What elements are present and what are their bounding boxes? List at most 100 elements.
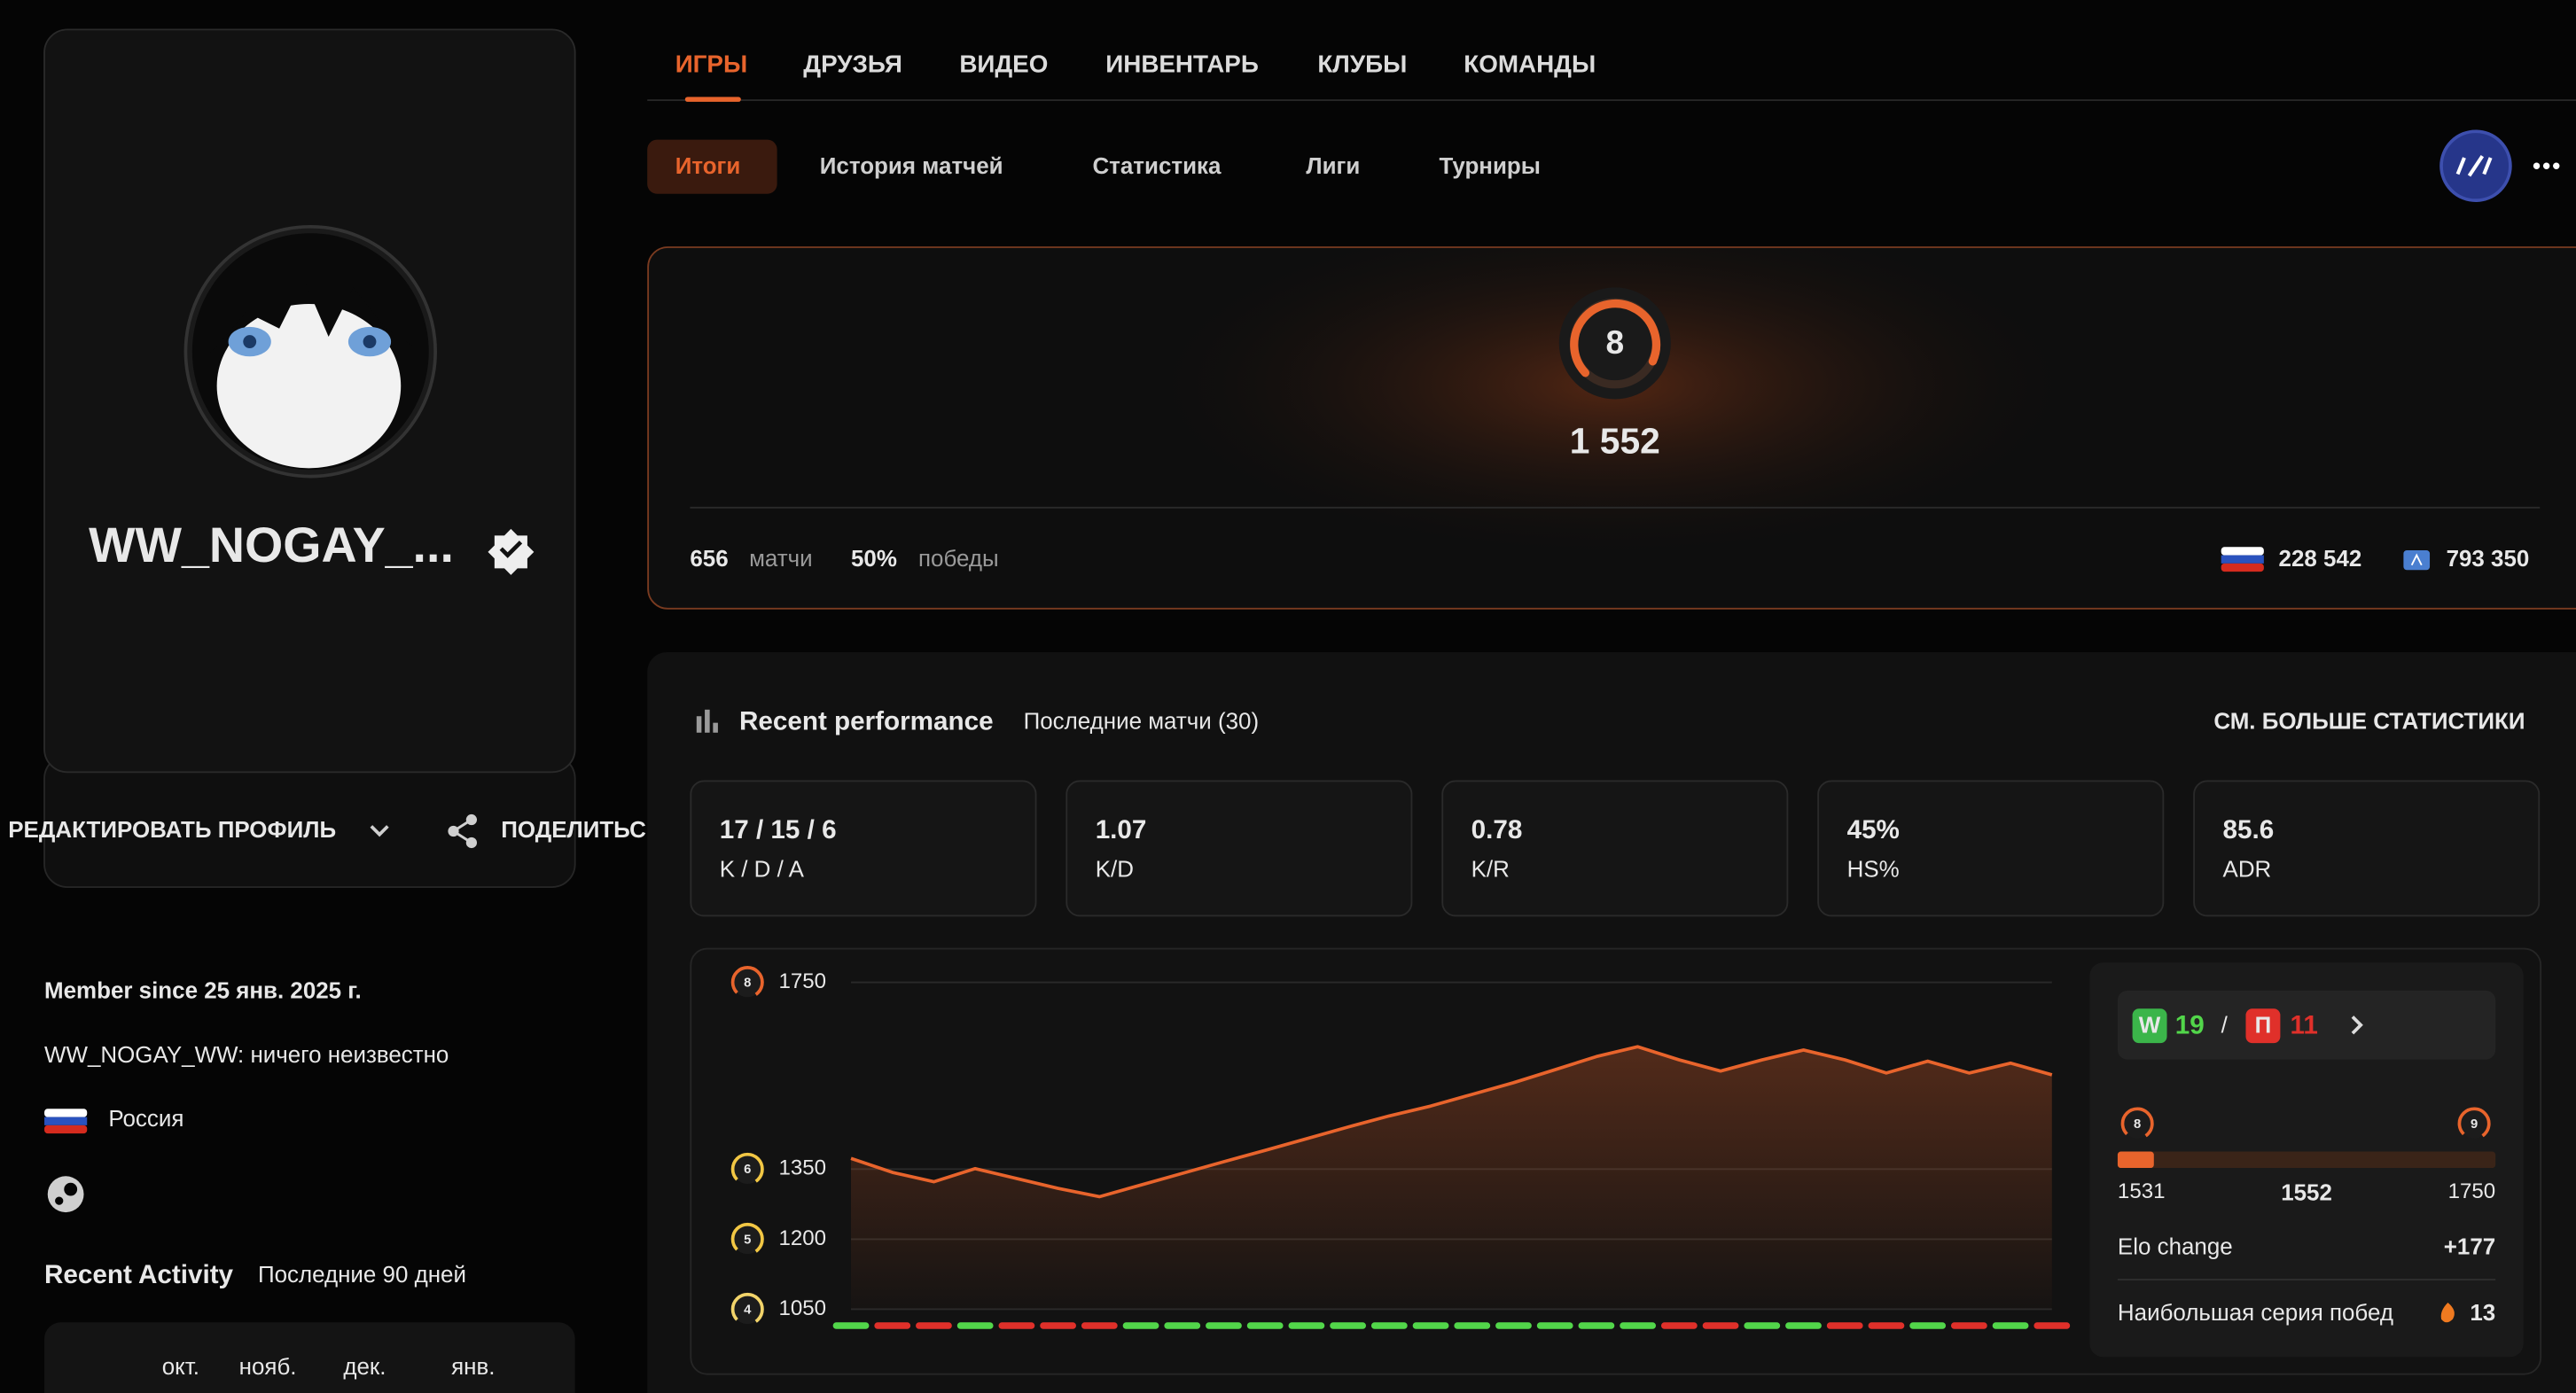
chevron-icon <box>370 825 389 837</box>
flag-ru <box>44 1109 88 1134</box>
match-result <box>1246 1322 1284 1329</box>
activity-period: Последние 90 дней <box>258 1263 466 1288</box>
more-stats-link[interactable]: СМ. БОЛЬШЕ СТАТИСТИКИ <box>2213 710 2525 735</box>
slash: / <box>2221 1013 2229 1038</box>
flag-ru <box>2221 547 2264 572</box>
active-tab-underline <box>684 97 741 102</box>
match-result <box>1412 1322 1449 1329</box>
elo-change-label: Elo change <box>2118 1235 2233 1260</box>
level-badge-number: 4 <box>744 1303 752 1317</box>
loss-badge <box>2245 1008 2281 1044</box>
activity-month: янв. <box>451 1355 495 1380</box>
nav-tab[interactable]: ИНВЕНТАРЬ <box>1105 50 1259 77</box>
match-result <box>1660 1322 1698 1329</box>
match-result <box>1620 1322 1657 1329</box>
winrate-label: победы <box>918 547 999 572</box>
level-ring <box>1558 287 1671 400</box>
level: 8 <box>1605 323 1624 361</box>
sub-tab[interactable]: Лиги <box>1306 154 1360 179</box>
stat-card <box>1066 780 1413 917</box>
stat-card <box>690 780 1037 917</box>
match-result <box>1206 1322 1242 1329</box>
match-result <box>1164 1322 1201 1329</box>
y-tick-label: 1750 <box>778 969 826 993</box>
win-badge <box>2132 1008 2167 1044</box>
level-badge-number: 5 <box>744 1233 751 1247</box>
level-badge-number: 6 <box>744 1163 751 1177</box>
elo: 1 552 <box>1570 420 1660 461</box>
match-result <box>916 1322 952 1329</box>
stat-value: 1.07 <box>1096 815 1147 844</box>
activity-card <box>44 1322 575 1393</box>
level-badge <box>730 1222 764 1256</box>
match-result <box>1578 1322 1615 1329</box>
chevron-icon <box>2351 1016 2363 1035</box>
sub-tab[interactable]: Статистика <box>1092 154 1222 179</box>
bio: WW_NOGAY_WW: ничего неизвестно <box>44 1043 449 1068</box>
match-result <box>1744 1322 1781 1329</box>
y-tick-label: 1200 <box>778 1226 826 1250</box>
activity-title: Recent Activity <box>44 1260 234 1289</box>
winrate: 50% <box>851 547 897 572</box>
region-icon <box>2403 550 2431 571</box>
progress-min: 1531 <box>2118 1179 2166 1203</box>
losses: 11 <box>2291 1010 2318 1039</box>
level-badge <box>730 1152 764 1186</box>
nav-tab[interactable]: ВИДЕО <box>959 50 1048 77</box>
sub-tab[interactable]: Турниры <box>1440 154 1541 179</box>
nav-tab[interactable]: КОМАНДЫ <box>1464 50 1596 77</box>
match-result <box>1909 1322 1947 1329</box>
stat-value: 17 / 15 / 6 <box>720 815 837 844</box>
elo-line <box>850 1045 2053 1199</box>
activity-month: окт. <box>162 1355 199 1380</box>
match-result <box>1081 1322 1118 1329</box>
nav-tab[interactable]: ИГРЫ <box>675 50 747 77</box>
stat-label: K/D <box>1096 857 1134 882</box>
country: Россия <box>108 1107 183 1132</box>
steam-icon[interactable] <box>47 1176 84 1213</box>
win-loss-box[interactable] <box>2117 990 2496 1060</box>
streak-label: Наибольшая серия побед <box>2118 1301 2393 1326</box>
stat-label: K/R <box>1471 857 1510 882</box>
match-result <box>1536 1322 1573 1329</box>
match-result <box>998 1322 1035 1329</box>
level-badge <box>2457 1107 2491 1140</box>
y-tick-label: 1050 <box>778 1296 826 1320</box>
active-subtab-pill <box>647 139 777 194</box>
match-result <box>1288 1322 1325 1329</box>
activity-month: нояб. <box>239 1355 297 1380</box>
stat-value: 45% <box>1847 815 1900 844</box>
match-result <box>1122 1322 1159 1329</box>
match-result <box>956 1322 994 1329</box>
edit-profile-button[interactable]: РЕДАКТИРОВАТЬ ПРОФИЛЬ <box>8 818 336 843</box>
more-menu[interactable] <box>2533 162 2560 169</box>
member-since: Member since 25 янв. 2025 г. <box>44 979 362 1004</box>
share-icon <box>448 813 478 849</box>
level-badge <box>730 1292 764 1326</box>
region-rank: 793 350 <box>2447 547 2530 572</box>
share-button[interactable]: ПОДЕЛИТЬС <box>501 818 646 843</box>
stat-value: 85.6 <box>2223 815 2275 844</box>
nav-tab[interactable]: ДРУЗЬЯ <box>803 50 902 77</box>
stat-value: 0.78 <box>1471 815 1523 844</box>
elo-change: +177 <box>2444 1235 2495 1260</box>
game-selector[interactable] <box>2439 129 2512 203</box>
match-result <box>1495 1322 1532 1329</box>
stat-label: HS% <box>1847 857 1900 882</box>
match-result <box>2033 1322 2071 1329</box>
level-badge <box>730 966 764 1000</box>
performance-title: Recent performance <box>739 706 994 735</box>
stat-label: ADR <box>2223 857 2272 882</box>
match-result <box>832 1322 870 1329</box>
progress-track <box>2117 1151 2496 1169</box>
sub-tab[interactable]: Итоги <box>675 154 741 179</box>
sub-tab[interactable]: История матчей <box>820 154 1003 179</box>
y-tick-label: 1350 <box>778 1156 826 1180</box>
stat-card <box>1817 780 2165 917</box>
stat-card <box>1441 780 1789 917</box>
nav-tab[interactable]: КЛУБЫ <box>1317 50 1407 77</box>
match-result <box>1868 1322 1905 1329</box>
streak: 13 <box>2470 1301 2495 1326</box>
username: WW_NOGAY_... <box>89 518 454 572</box>
match-result <box>1992 1322 2029 1329</box>
